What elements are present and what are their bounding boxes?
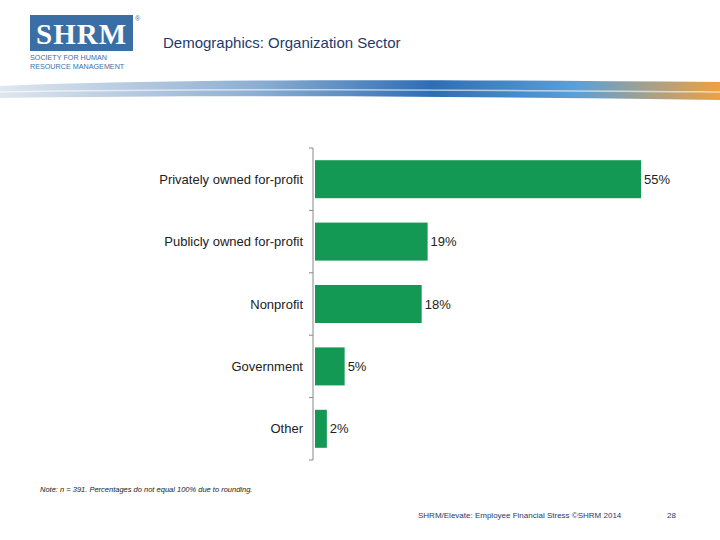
data-label: 2% xyxy=(330,421,349,436)
logo-subtitle: SOCIETY FOR HUMAN xyxy=(30,53,107,62)
bar xyxy=(315,347,345,385)
bar xyxy=(315,410,327,448)
chart-title: Demographics: Organization Sector xyxy=(163,34,401,51)
data-label: 18% xyxy=(425,297,451,312)
logo-mark: ® xyxy=(135,15,141,22)
logo-text: SHRM xyxy=(36,18,127,50)
page: SHRM ® SOCIETY FOR HUMANRESOURCE MANAGEMEN… xyxy=(0,0,720,540)
category-tick xyxy=(309,272,313,273)
category-tick xyxy=(309,148,313,149)
category-label: Publicly owned for-profit xyxy=(164,234,303,249)
category-tick xyxy=(309,397,313,398)
category-label: Other xyxy=(270,421,303,436)
bars xyxy=(315,160,641,448)
header-stripe-highlight xyxy=(0,90,720,92)
data-label: 5% xyxy=(348,359,367,374)
bar xyxy=(315,223,428,261)
data-label: 19% xyxy=(431,234,457,249)
category-label: Privately owned for-profit xyxy=(159,172,303,187)
note: Note: n = 391. Percentages do not equal … xyxy=(40,485,252,494)
category-axis xyxy=(313,148,314,460)
page-number: 28 xyxy=(667,511,676,520)
logo-subtitle: RESOURCE MANAGEMENT xyxy=(30,62,125,71)
category-tick xyxy=(309,335,313,336)
category-tick xyxy=(309,210,313,211)
footer-source: SHRM/Elevate: Employee Financial Stress … xyxy=(418,511,622,520)
category-label: Government xyxy=(231,359,303,374)
data-label: 55% xyxy=(644,172,670,187)
bar xyxy=(315,285,422,323)
header-stripe xyxy=(0,80,720,100)
bar xyxy=(315,160,641,198)
category-label: Nonprofit xyxy=(250,297,303,312)
category-tick xyxy=(309,460,313,461)
logo-box xyxy=(30,15,133,51)
